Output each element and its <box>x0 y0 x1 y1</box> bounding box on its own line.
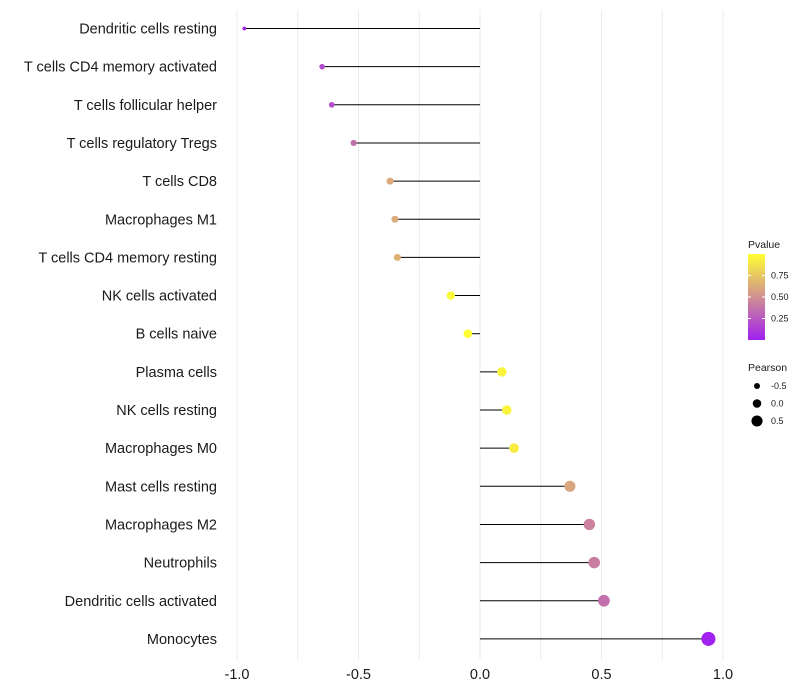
x-tick-label: -0.5 <box>346 667 371 683</box>
data-point <box>598 594 610 607</box>
data-point <box>319 63 325 70</box>
category-label: T cells CD4 memory resting <box>38 250 217 266</box>
data-point <box>391 215 399 223</box>
color-legend-ticks: 0.25 0.50 0.75 <box>748 271 789 324</box>
category-label: T cells CD4 memory activated <box>24 60 217 76</box>
category-label: T cells follicular helper <box>74 98 217 114</box>
size-key-dot <box>752 399 762 408</box>
category-label: Dendritic cells activated <box>65 594 217 610</box>
data-point <box>564 480 576 492</box>
category-label: T cells regulatory Tregs <box>67 136 217 152</box>
data-point <box>350 139 357 147</box>
x-axis-ticks: -1.0 -0.5 0.0 0.5 1.0 <box>225 667 734 683</box>
data-point <box>328 101 335 108</box>
category-label: T cells CD8 <box>142 174 217 190</box>
data-point <box>501 405 512 415</box>
category-label: Macrophages M1 <box>105 212 217 228</box>
category-label: Plasma cells <box>136 365 217 381</box>
x-tick-label: 0.5 <box>591 667 611 683</box>
size-legend-keys: -0.5 0.0 0.5 <box>751 381 787 427</box>
color-tick-label: 0.50 <box>771 292 789 302</box>
size-legend-title: Pearson <box>748 362 787 374</box>
data-point <box>701 631 716 646</box>
category-label: NK cells resting <box>116 403 217 419</box>
color-legend-bar <box>748 254 765 340</box>
legend: Pvalue 0.25 0.50 0.75 Pearson -0.5 0.0 0.5 <box>748 239 789 427</box>
data-point <box>583 518 596 531</box>
data-point <box>393 253 401 261</box>
data-point <box>463 329 473 339</box>
size-key-label: -0.5 <box>771 381 787 391</box>
grid <box>236 10 724 660</box>
data-point <box>588 556 600 569</box>
category-label: Dendritic cells resting <box>79 22 217 38</box>
color-legend-title: Pvalue <box>748 239 780 251</box>
x-tick-label: -1.0 <box>225 667 250 683</box>
category-labels: Dendritic cells resting T cells CD4 memor… <box>24 22 217 648</box>
category-label: Macrophages M0 <box>105 441 217 457</box>
data-point <box>509 443 519 454</box>
size-key-dot <box>751 415 763 427</box>
x-tick-label: 1.0 <box>713 667 733 683</box>
dots <box>242 26 716 646</box>
category-label: Macrophages M2 <box>105 517 217 533</box>
category-label: B cells naive <box>136 327 217 343</box>
category-label: Neutrophils <box>144 556 217 572</box>
size-key-dot <box>754 383 760 389</box>
size-key-label: 0.5 <box>771 416 784 426</box>
size-key-label: 0.0 <box>771 399 784 409</box>
category-label: NK cells activated <box>102 289 217 305</box>
data-point <box>497 367 507 377</box>
data-point <box>242 26 247 31</box>
category-label: Monocytes <box>147 632 217 648</box>
data-point <box>386 177 394 185</box>
stems <box>244 28 709 640</box>
color-tick-label: 0.75 <box>771 271 789 281</box>
data-point <box>446 291 456 300</box>
color-tick-label: 0.25 <box>771 314 789 324</box>
x-tick-label: 0.0 <box>470 667 490 683</box>
category-label: Mast cells resting <box>105 479 217 495</box>
